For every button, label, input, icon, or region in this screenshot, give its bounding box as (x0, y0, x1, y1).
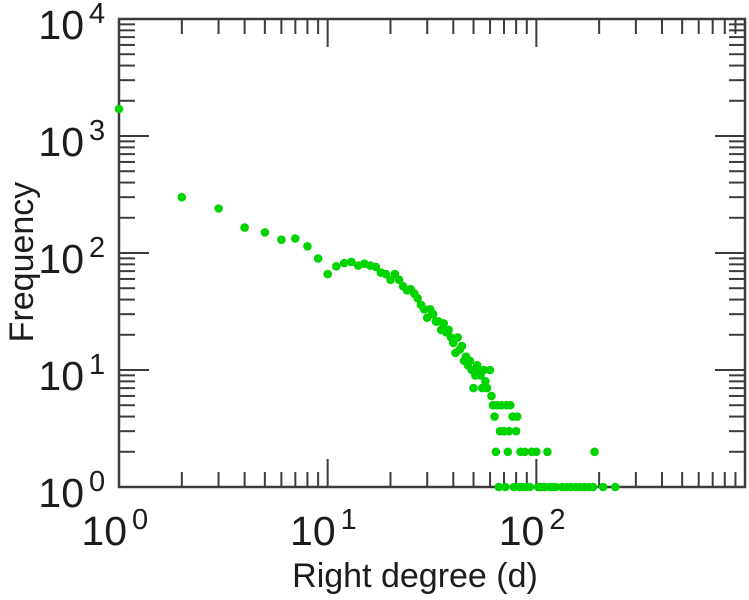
data-point (551, 482, 561, 492)
data-point (532, 447, 541, 457)
data-point (598, 482, 608, 492)
data-point (485, 365, 495, 375)
data-point (453, 333, 463, 342)
data-point (313, 254, 323, 263)
data-point (490, 412, 499, 421)
data-point (525, 482, 535, 492)
data-point (347, 257, 356, 267)
data-point (469, 383, 478, 393)
x-axis-title: Right degree (d) (292, 557, 538, 595)
data-point (303, 242, 312, 251)
x-tick-label-exponent: 1 (341, 504, 357, 536)
y-tick-label: 10 (38, 2, 84, 48)
data-point (439, 319, 449, 328)
data-point (506, 400, 515, 410)
data-point (260, 228, 270, 237)
data-point (479, 365, 489, 375)
data-point (588, 482, 598, 492)
data-point (503, 447, 513, 457)
data-point (491, 447, 501, 457)
y-tick-label-exponent: 2 (89, 232, 105, 264)
data-point (512, 412, 522, 421)
data-point (419, 305, 429, 314)
data-point (323, 269, 333, 279)
data-points (114, 104, 620, 492)
y-tick-label: 10 (38, 236, 84, 282)
y-tick-label-exponent: 3 (89, 115, 105, 147)
data-point (413, 294, 423, 303)
data-point (520, 447, 529, 457)
data-point (428, 309, 438, 319)
data-point (371, 262, 381, 272)
x-tick-label: 10 (290, 508, 336, 554)
data-point (332, 262, 341, 271)
axis-ticks (118, 18, 746, 488)
x-tick-label: 10 (81, 508, 127, 554)
y-tick-label-exponent: 4 (89, 0, 105, 30)
data-point (487, 391, 496, 401)
data-point (177, 192, 187, 202)
data-point (501, 482, 510, 492)
plot-border (117, 17, 747, 489)
x-tick-label: 10 (499, 508, 545, 554)
data-point (214, 204, 223, 213)
tick-labels: 10 0 10 1 10 210 010 110 210 310 4 (38, 0, 565, 554)
data-point (494, 482, 504, 492)
data-point (504, 426, 514, 436)
data-point (511, 426, 521, 436)
y-tick-label: 10 (38, 470, 84, 516)
data-point (291, 234, 300, 243)
data-point (590, 447, 599, 457)
data-point (114, 104, 124, 114)
data-point (277, 235, 286, 244)
data-point (482, 383, 492, 393)
y-axis-title: Frequency (3, 181, 41, 343)
data-point (394, 275, 404, 285)
data-point (381, 269, 391, 279)
y-tick-label: 10 (38, 119, 84, 165)
data-point (457, 341, 467, 351)
data-point (481, 377, 490, 386)
data-point (543, 447, 552, 457)
data-point (240, 223, 249, 232)
x-tick-label-exponent: 2 (549, 504, 565, 536)
data-point (465, 356, 475, 366)
y-tick-label-exponent: 1 (89, 349, 105, 381)
y-tick-label-exponent: 0 (89, 466, 105, 498)
x-tick-label-exponent: 0 (132, 504, 148, 536)
data-point (339, 258, 349, 268)
data-point (611, 482, 620, 492)
data-point (444, 325, 453, 335)
y-tick-label: 10 (38, 353, 84, 399)
